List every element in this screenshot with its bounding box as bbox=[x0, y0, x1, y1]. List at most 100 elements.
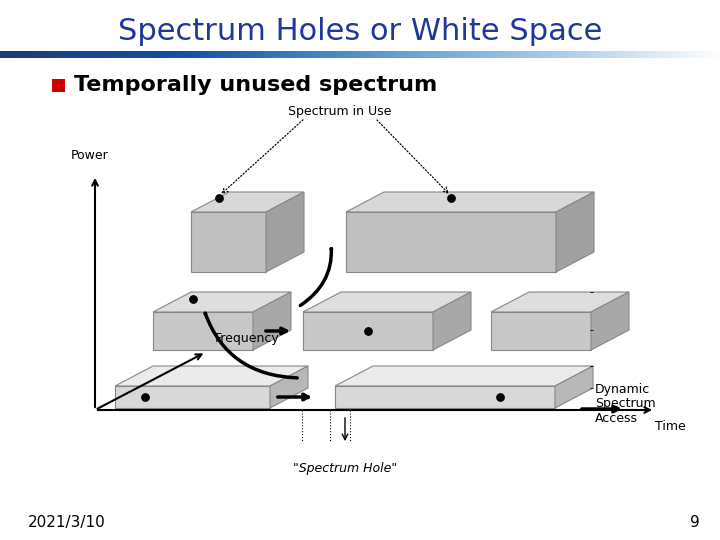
Polygon shape bbox=[191, 192, 304, 212]
Bar bbox=[288, 51, 295, 58]
Bar bbox=[366, 51, 373, 58]
Bar bbox=[666, 51, 673, 58]
Bar bbox=[258, 51, 265, 58]
Bar bbox=[42, 51, 49, 58]
Bar bbox=[690, 51, 697, 58]
Bar bbox=[648, 51, 655, 58]
Bar bbox=[228, 51, 235, 58]
Bar bbox=[162, 51, 169, 58]
Bar bbox=[468, 51, 475, 58]
Bar bbox=[108, 51, 115, 58]
Bar bbox=[552, 51, 559, 58]
Polygon shape bbox=[270, 366, 308, 408]
Bar bbox=[606, 51, 613, 58]
Bar bbox=[90, 51, 97, 58]
Bar bbox=[168, 51, 175, 58]
Bar bbox=[492, 51, 499, 58]
Bar bbox=[426, 51, 433, 58]
Text: Power: Power bbox=[71, 149, 109, 162]
Bar bbox=[576, 51, 583, 58]
Bar bbox=[420, 51, 427, 58]
FancyArrowPatch shape bbox=[205, 313, 297, 378]
Bar bbox=[624, 51, 631, 58]
Text: 9: 9 bbox=[690, 515, 700, 530]
Bar bbox=[150, 51, 157, 58]
Point bbox=[139, 393, 150, 401]
Bar bbox=[114, 51, 121, 58]
Bar bbox=[444, 51, 451, 58]
Bar bbox=[192, 51, 199, 58]
Bar bbox=[84, 51, 91, 58]
Bar bbox=[714, 51, 720, 58]
Bar bbox=[672, 51, 679, 58]
Point bbox=[494, 393, 505, 401]
Bar bbox=[702, 51, 709, 58]
Bar bbox=[132, 51, 139, 58]
Bar bbox=[582, 51, 589, 58]
Bar bbox=[30, 51, 37, 58]
Bar bbox=[612, 51, 619, 58]
Bar bbox=[318, 51, 325, 58]
Text: Temporally unused spectrum: Temporally unused spectrum bbox=[74, 75, 437, 95]
Bar bbox=[570, 51, 577, 58]
Polygon shape bbox=[153, 312, 253, 350]
Polygon shape bbox=[491, 312, 591, 350]
Bar bbox=[516, 51, 523, 58]
Bar bbox=[180, 51, 187, 58]
Polygon shape bbox=[591, 292, 629, 350]
Bar bbox=[252, 51, 259, 58]
Bar bbox=[126, 51, 133, 58]
Polygon shape bbox=[115, 386, 270, 408]
Bar bbox=[12, 51, 19, 58]
Bar bbox=[330, 51, 337, 58]
Bar bbox=[642, 51, 649, 58]
Bar bbox=[282, 51, 289, 58]
Bar bbox=[708, 51, 715, 58]
Bar bbox=[678, 51, 685, 58]
Bar bbox=[558, 51, 565, 58]
Bar bbox=[246, 51, 253, 58]
Bar bbox=[654, 51, 661, 58]
Text: Time: Time bbox=[654, 420, 685, 433]
Bar bbox=[144, 51, 151, 58]
Bar bbox=[342, 51, 349, 58]
Bar bbox=[0, 51, 7, 58]
Bar bbox=[696, 51, 703, 58]
Bar bbox=[24, 51, 31, 58]
Text: Dynamic
Spectrum
Access: Dynamic Spectrum Access bbox=[595, 382, 656, 426]
Bar bbox=[438, 51, 445, 58]
Bar bbox=[636, 51, 643, 58]
Bar bbox=[396, 51, 403, 58]
Bar bbox=[456, 51, 463, 58]
Bar bbox=[684, 51, 691, 58]
Bar bbox=[204, 51, 211, 58]
Bar bbox=[522, 51, 529, 58]
Bar bbox=[78, 51, 85, 58]
Bar bbox=[276, 51, 283, 58]
FancyArrowPatch shape bbox=[300, 248, 332, 306]
Polygon shape bbox=[335, 366, 593, 386]
Bar bbox=[402, 51, 409, 58]
Polygon shape bbox=[346, 212, 556, 272]
Bar bbox=[174, 51, 181, 58]
Bar bbox=[300, 51, 307, 58]
Point bbox=[187, 295, 199, 303]
Bar bbox=[414, 51, 421, 58]
Bar bbox=[378, 51, 385, 58]
Bar bbox=[52, 79, 65, 92]
Bar bbox=[18, 51, 25, 58]
Bar bbox=[528, 51, 535, 58]
Bar bbox=[48, 51, 55, 58]
Polygon shape bbox=[346, 192, 594, 212]
Bar bbox=[138, 51, 145, 58]
Bar bbox=[474, 51, 481, 58]
Polygon shape bbox=[491, 292, 629, 312]
Bar bbox=[210, 51, 217, 58]
Text: Frequency: Frequency bbox=[215, 332, 280, 345]
Polygon shape bbox=[335, 386, 555, 408]
Bar bbox=[498, 51, 505, 58]
Bar bbox=[294, 51, 301, 58]
Bar bbox=[120, 51, 127, 58]
Bar bbox=[450, 51, 457, 58]
Bar bbox=[408, 51, 415, 58]
